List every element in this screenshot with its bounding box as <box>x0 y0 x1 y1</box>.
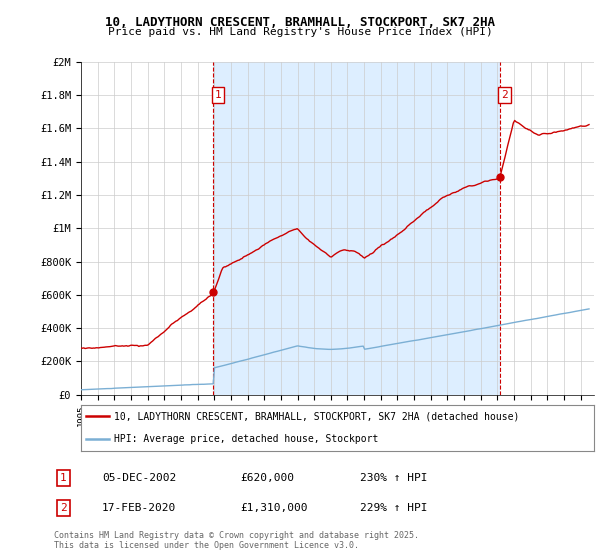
Text: 10, LADYTHORN CRESCENT, BRAMHALL, STOCKPORT, SK7 2HA: 10, LADYTHORN CRESCENT, BRAMHALL, STOCKP… <box>105 16 495 29</box>
Text: 17-FEB-2020: 17-FEB-2020 <box>102 503 176 513</box>
Text: £1,310,000: £1,310,000 <box>240 503 308 513</box>
Text: £620,000: £620,000 <box>240 473 294 483</box>
Text: Contains HM Land Registry data © Crown copyright and database right 2025.
This d: Contains HM Land Registry data © Crown c… <box>54 530 419 550</box>
Text: 230% ↑ HPI: 230% ↑ HPI <box>360 473 427 483</box>
Text: Price paid vs. HM Land Registry's House Price Index (HPI): Price paid vs. HM Land Registry's House … <box>107 27 493 37</box>
Text: 229% ↑ HPI: 229% ↑ HPI <box>360 503 427 513</box>
Text: 2: 2 <box>501 90 508 100</box>
Text: 05-DEC-2002: 05-DEC-2002 <box>102 473 176 483</box>
Text: 1: 1 <box>215 90 221 100</box>
Text: 10, LADYTHORN CRESCENT, BRAMHALL, STOCKPORT, SK7 2HA (detached house): 10, LADYTHORN CRESCENT, BRAMHALL, STOCKP… <box>115 412 520 421</box>
Text: 1: 1 <box>60 473 67 483</box>
Text: 2: 2 <box>60 503 67 513</box>
Bar <box>213 62 500 395</box>
Text: HPI: Average price, detached house, Stockport: HPI: Average price, detached house, Stoc… <box>115 435 379 444</box>
